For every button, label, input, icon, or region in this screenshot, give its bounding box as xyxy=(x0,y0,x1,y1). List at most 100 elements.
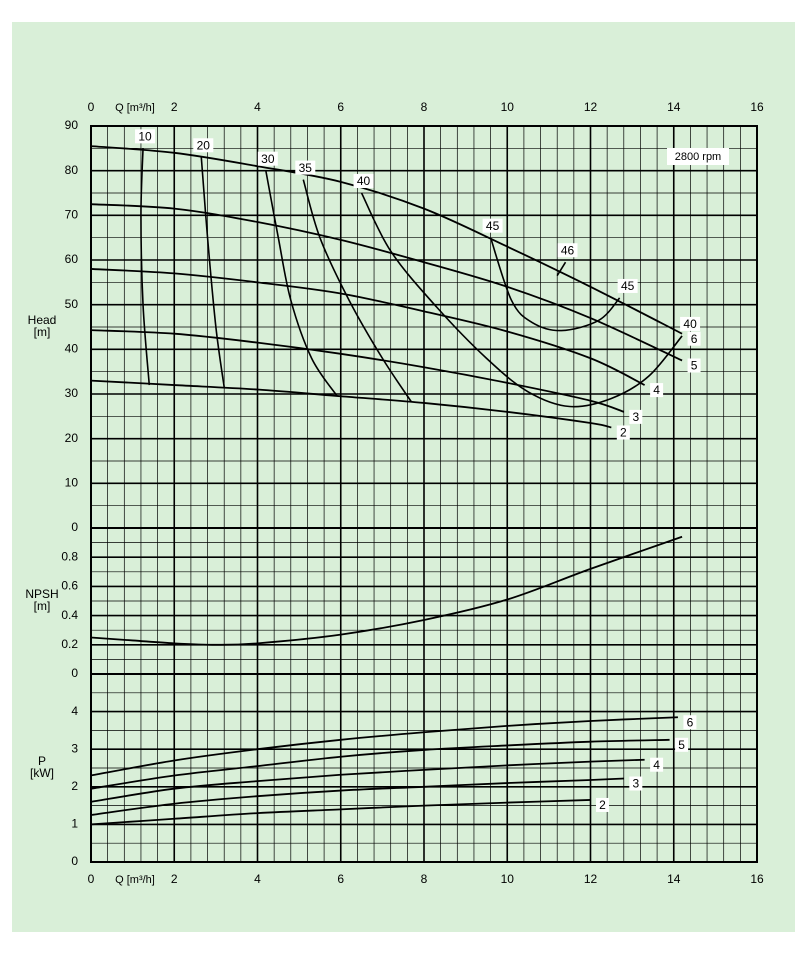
curve-label: 35 xyxy=(299,161,313,175)
label-box xyxy=(135,129,156,144)
x-tick-label: 10 xyxy=(501,872,515,886)
curve xyxy=(90,535,683,646)
y-axis-label: [kW] xyxy=(30,766,54,780)
label-box xyxy=(257,151,278,166)
curve xyxy=(90,329,625,413)
y-tick-label: 60 xyxy=(65,252,79,266)
y-tick-label: 4 xyxy=(71,704,78,718)
efficiency-line xyxy=(360,192,683,408)
label-box xyxy=(295,160,316,175)
label-box xyxy=(629,409,643,424)
y-tick-label: 80 xyxy=(65,163,79,177)
x-tick-label: 8 xyxy=(421,100,428,114)
y-axis-label: P xyxy=(38,754,46,768)
y-axis-label: [m] xyxy=(34,599,51,613)
x-tick-label: 12 xyxy=(584,100,598,114)
label-box xyxy=(650,383,664,398)
curve-label: 45 xyxy=(621,279,635,293)
y-tick-label: 0 xyxy=(71,854,78,868)
curve xyxy=(90,268,646,386)
x-tick-label: 16 xyxy=(750,100,764,114)
label-box xyxy=(687,331,701,346)
annotation: 2800 rpm xyxy=(675,151,721,163)
curve-label: 10 xyxy=(138,130,152,144)
y-tick-label: 1 xyxy=(71,817,78,831)
curve-label: 3 xyxy=(632,777,639,791)
x-tick-label: 10 xyxy=(501,100,515,114)
curve-label: 20 xyxy=(197,138,211,152)
x-tick-label: 12 xyxy=(584,872,598,886)
y-tick-label: 10 xyxy=(65,476,79,490)
curve-label: 6 xyxy=(691,332,698,346)
y-tick-label: 40 xyxy=(65,342,79,356)
label-box xyxy=(680,316,701,331)
x-tick-label: 6 xyxy=(337,100,344,114)
curve xyxy=(90,799,591,826)
label-box xyxy=(683,715,697,730)
x-axis-label: Q [m³/h] xyxy=(115,874,155,886)
curve xyxy=(90,145,683,335)
x-tick-label: 0 xyxy=(88,100,95,114)
y-tick-label: 0.2 xyxy=(61,637,78,651)
label-box xyxy=(650,757,664,772)
label-box xyxy=(629,776,643,791)
curve-label: 46 xyxy=(561,243,575,257)
y-tick-label: 30 xyxy=(65,386,79,400)
x-tick-label: 0 xyxy=(88,872,95,886)
label-box xyxy=(687,358,701,373)
x-tick-label: 14 xyxy=(667,100,681,114)
curve-label: 45 xyxy=(486,219,500,233)
label-box xyxy=(616,425,630,440)
y-tick-label: 90 xyxy=(65,118,79,132)
curve xyxy=(90,203,683,362)
x-tick-label: 14 xyxy=(667,872,681,886)
label-box xyxy=(482,218,503,233)
y-tick-label: 0 xyxy=(71,520,78,534)
y-tick-label: 0.8 xyxy=(61,549,78,563)
curve xyxy=(90,738,670,790)
x-tick-label: 2 xyxy=(171,872,178,886)
curve-label: 4 xyxy=(653,383,660,397)
efficiency-line xyxy=(489,237,621,332)
x-tick-label: 4 xyxy=(254,872,261,886)
efficiency-line xyxy=(265,170,338,396)
y-tick-label: 0.4 xyxy=(61,608,78,622)
y-tick-label: 0.6 xyxy=(61,579,78,593)
label-box xyxy=(675,737,689,752)
efficiency-line xyxy=(140,148,151,386)
curve-label: 5 xyxy=(691,359,698,373)
curve-label: 3 xyxy=(632,410,639,424)
curve-label: 4 xyxy=(653,758,660,772)
curve xyxy=(90,758,645,803)
curve-label: 40 xyxy=(683,317,697,331)
y-axis-label: [m] xyxy=(34,325,51,339)
label-box xyxy=(557,243,578,258)
y-tick-label: 50 xyxy=(65,297,79,311)
curve-label: 40 xyxy=(357,174,371,188)
curve-label: 6 xyxy=(687,715,694,729)
x-tick-label: 8 xyxy=(421,872,428,886)
y-tick-label: 0 xyxy=(71,666,78,680)
curve-label: 5 xyxy=(678,738,685,752)
efficiency-line xyxy=(200,157,225,388)
label-box xyxy=(353,174,374,188)
label-box xyxy=(596,797,609,812)
x-axis-label: Q [m³/h] xyxy=(115,102,155,114)
plot-frame xyxy=(90,673,758,863)
x-tick-label: 16 xyxy=(750,872,764,886)
curve xyxy=(90,777,624,816)
label-box xyxy=(193,138,214,153)
efficiency-line xyxy=(556,261,567,277)
y-axis-label: Head xyxy=(28,313,57,327)
curve-label: 30 xyxy=(261,152,275,166)
y-tick-label: 20 xyxy=(65,431,79,445)
curve-label: 2 xyxy=(599,798,606,812)
y-tick-label: 3 xyxy=(71,741,78,755)
y-axis-label: NPSH xyxy=(25,587,58,601)
label-box xyxy=(617,278,638,293)
curve xyxy=(90,379,612,429)
curve-label: 2 xyxy=(620,426,627,440)
annotation-box xyxy=(667,148,729,165)
x-tick-label: 6 xyxy=(337,872,344,886)
curve xyxy=(90,716,678,777)
